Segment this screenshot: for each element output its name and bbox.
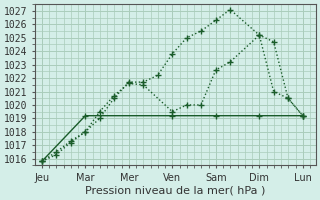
X-axis label: Pression niveau de la mer( hPa ): Pression niveau de la mer( hPa ): [85, 186, 266, 196]
